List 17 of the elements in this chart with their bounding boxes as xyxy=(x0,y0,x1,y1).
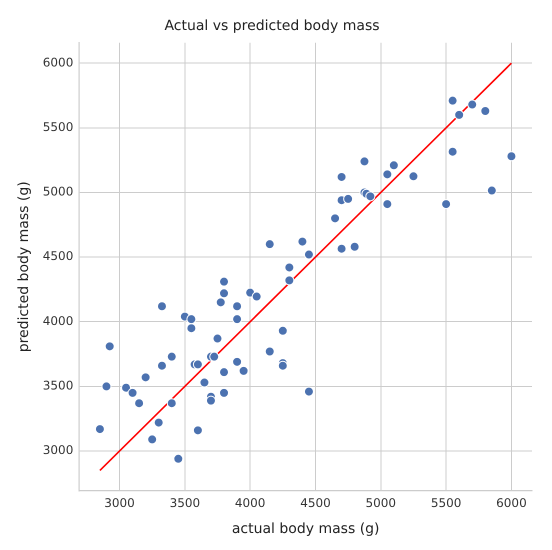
x-tick-label: 5000 xyxy=(366,496,396,510)
x-tick-label: 3000 xyxy=(104,496,135,510)
x-tick-label: 6000 xyxy=(496,496,527,510)
y-axis-title: predicted body mass (g) xyxy=(16,181,32,352)
chart-title: Actual vs predicted body mass xyxy=(164,18,380,34)
x-axis-title: actual body mass (g) xyxy=(232,521,380,538)
x-tick-label: 5500 xyxy=(430,496,462,510)
y-tick-label: 5500 xyxy=(42,120,74,134)
x-tick-label: 4500 xyxy=(300,496,331,510)
y-tick-label: 4500 xyxy=(42,249,74,264)
y-tick-label: 3000 xyxy=(42,443,74,458)
y-tick-label: 6000 xyxy=(42,55,74,70)
y-tick-label: 3500 xyxy=(42,378,74,393)
y-tick-label: 5000 xyxy=(42,184,74,199)
x-tick-label: 3500 xyxy=(170,496,200,510)
y-tick-label: 4000 xyxy=(42,314,74,328)
x-tick-label: 4000 xyxy=(234,496,266,510)
